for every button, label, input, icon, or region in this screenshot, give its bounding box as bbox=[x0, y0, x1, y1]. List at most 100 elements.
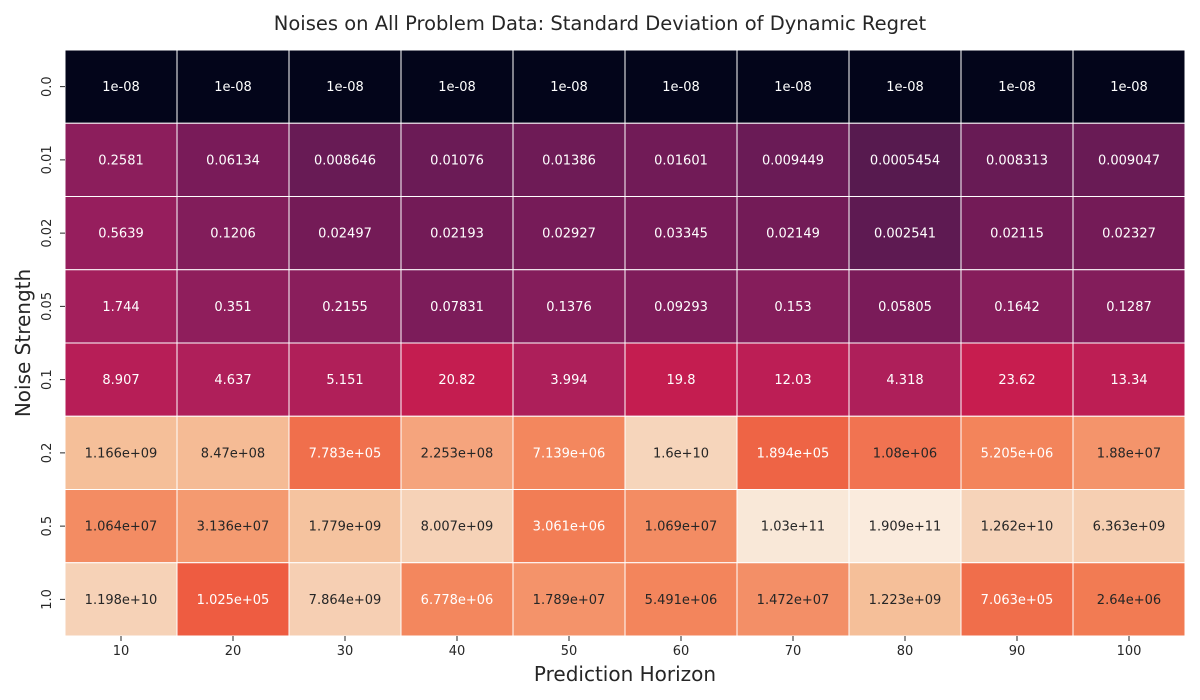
cell-value-label: 0.351 bbox=[214, 300, 251, 315]
heatmap-cell bbox=[288, 342, 402, 417]
heatmap-cell bbox=[736, 489, 850, 564]
heatmap-cell bbox=[400, 49, 514, 124]
heatmap-cell bbox=[736, 196, 850, 271]
cell-value-label: 7.864e+09 bbox=[309, 593, 382, 608]
cell-value-label: 1.262e+10 bbox=[981, 520, 1054, 535]
heatmap-cell bbox=[848, 342, 962, 417]
cell-value-label: 0.0005454 bbox=[870, 153, 940, 168]
cell-value-label: 3.061e+06 bbox=[533, 520, 606, 535]
cell-value-label: 0.03345 bbox=[654, 227, 708, 242]
cell-value-label: 0.01386 bbox=[542, 153, 596, 168]
cell-value-label: 1.166e+09 bbox=[85, 446, 158, 461]
cell-value-label: 13.34 bbox=[1110, 373, 1147, 388]
cell-value-label: 6.778e+06 bbox=[421, 593, 494, 608]
heatmap-cell bbox=[512, 342, 626, 417]
cell-value-label: 0.009449 bbox=[762, 153, 824, 168]
cell-value-label: 0.01601 bbox=[654, 153, 708, 168]
cell-value-label: 19.8 bbox=[667, 373, 696, 388]
heatmap-cell bbox=[736, 342, 850, 417]
heatmap-cell bbox=[624, 489, 738, 564]
cell-value-label: 20.82 bbox=[438, 373, 475, 388]
cell-value-label: 0.1642 bbox=[994, 300, 1040, 315]
heatmap-cell bbox=[960, 269, 1074, 344]
heatmap-cell bbox=[512, 562, 626, 637]
heatmap-cell bbox=[176, 562, 290, 637]
cell-value-label: 0.1287 bbox=[1106, 300, 1152, 315]
heatmap-cell bbox=[288, 196, 402, 271]
cell-value-label: 0.008313 bbox=[986, 153, 1048, 168]
cell-value-label: 1.025e+05 bbox=[197, 593, 270, 608]
heatmap-cell bbox=[1072, 269, 1186, 344]
y-tick-label: 0.05 bbox=[40, 292, 55, 321]
y-tick-label: 0.2 bbox=[40, 443, 55, 464]
heatmap-cell bbox=[624, 415, 738, 490]
cell-value-label: 12.03 bbox=[774, 373, 811, 388]
heatmap-cells: 1e-08 1e-08 1e-08 1e-08 1e-08 1e-08 1e-08 1e-08… bbox=[64, 49, 1186, 637]
cell-value-label: 1e-08 bbox=[662, 80, 700, 95]
heatmap-cell bbox=[288, 415, 402, 490]
heatmap-cell bbox=[736, 415, 850, 490]
cell-value-label: 0.06134 bbox=[206, 153, 260, 168]
cell-value-label: 1.894e+05 bbox=[757, 446, 830, 461]
heatmap-cell bbox=[512, 415, 626, 490]
cell-value-label: 0.02327 bbox=[1102, 227, 1156, 242]
cell-value-label: 0.5639 bbox=[98, 227, 144, 242]
heatmap-cell bbox=[400, 122, 514, 197]
cell-value-label: 0.1376 bbox=[546, 300, 592, 315]
heatmap-cell bbox=[960, 196, 1074, 271]
cell-value-label: 1e-08 bbox=[886, 80, 924, 95]
x-tick-label: 40 bbox=[449, 644, 466, 659]
cell-value-label: 8.007e+09 bbox=[421, 520, 494, 535]
heatmap-cell bbox=[1072, 342, 1186, 417]
heatmap-cell bbox=[64, 415, 178, 490]
cell-value-label: 1e-08 bbox=[1110, 80, 1148, 95]
heatmap-cell bbox=[848, 269, 962, 344]
cell-value-label: 1.223e+09 bbox=[869, 593, 942, 608]
cell-value-label: 7.783e+05 bbox=[309, 446, 382, 461]
x-axis-ticks: 10 20 30 40 50 60 70 80 90 100 bbox=[113, 636, 1141, 659]
heatmap-cell bbox=[1072, 196, 1186, 271]
x-tick-label: 70 bbox=[785, 644, 802, 659]
cell-value-label: 0.02193 bbox=[430, 227, 484, 242]
cell-value-label: 0.07831 bbox=[430, 300, 484, 315]
heatmap-cell bbox=[400, 562, 514, 637]
y-axis-ticks: 0.0 0.01 0.02 0.05 0.1 0.2 0.5 1.0 bbox=[40, 76, 65, 610]
cell-value-label: 0.008646 bbox=[314, 153, 376, 168]
y-tick-label: 0.1 bbox=[40, 369, 55, 390]
heatmap-cell bbox=[1072, 122, 1186, 197]
heatmap-cell bbox=[624, 562, 738, 637]
heatmap-cell bbox=[848, 562, 962, 637]
cell-value-label: 8.907 bbox=[102, 373, 139, 388]
heatmap-cell bbox=[960, 415, 1074, 490]
cell-value-label: 4.637 bbox=[214, 373, 251, 388]
cell-value-label: 0.153 bbox=[774, 300, 811, 315]
heatmap-cell bbox=[64, 196, 178, 271]
cell-value-label: 0.02497 bbox=[318, 227, 372, 242]
x-tick-label: 80 bbox=[897, 644, 914, 659]
heatmap-cell bbox=[512, 49, 626, 124]
chart-title: Noises on All Problem Data: Standard Dev… bbox=[274, 12, 927, 35]
heatmap-cell bbox=[1072, 562, 1186, 637]
x-tick-label: 60 bbox=[673, 644, 690, 659]
heatmap-cell bbox=[512, 269, 626, 344]
heatmap-cell bbox=[288, 49, 402, 124]
cell-value-label: 2.64e+06 bbox=[1097, 593, 1161, 608]
heatmap-cell bbox=[624, 49, 738, 124]
cell-value-label: 0.009047 bbox=[1098, 153, 1160, 168]
heatmap-cell bbox=[736, 562, 850, 637]
y-tick-label: 0.0 bbox=[40, 76, 55, 97]
x-tick-label: 30 bbox=[337, 644, 354, 659]
heatmap-cell bbox=[176, 342, 290, 417]
cell-value-label: 3.994 bbox=[550, 373, 587, 388]
heatmap-cell bbox=[176, 122, 290, 197]
cell-value-label: 1e-08 bbox=[326, 80, 364, 95]
heatmap-cell bbox=[848, 196, 962, 271]
y-tick-label: 1.0 bbox=[40, 589, 55, 610]
cell-value-label: 1.472e+07 bbox=[757, 593, 830, 608]
cell-value-label: 0.02149 bbox=[766, 227, 820, 242]
x-tick-label: 10 bbox=[113, 644, 130, 659]
heatmap-cell bbox=[288, 122, 402, 197]
cell-value-label: 1.198e+10 bbox=[85, 593, 158, 608]
heatmap-cell bbox=[736, 269, 850, 344]
